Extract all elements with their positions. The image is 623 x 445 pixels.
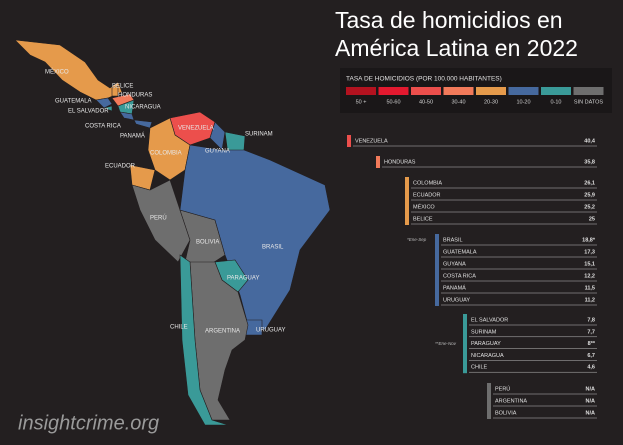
map-label: BELICE — [112, 84, 133, 90]
legend-title: TASA DE HOMICIDIOS (POR 100.000 HABITANT… — [346, 76, 502, 83]
legend-label: SIN DATOS — [574, 99, 603, 105]
legend-label: 0-10 — [550, 99, 561, 105]
legend-label: 10-20 — [516, 99, 530, 105]
country: EL SALVADOR — [471, 317, 508, 323]
map-label: GUYANA — [205, 149, 230, 155]
map-label: MÉXICO — [45, 69, 69, 76]
footnote: *Ene-Sep — [407, 237, 427, 242]
map-label: PERÚ — [150, 215, 167, 222]
value: 26,1 — [584, 180, 595, 186]
value: 35,8 — [584, 159, 595, 165]
legend-label: 50 + — [356, 99, 367, 105]
value: 11,5 — [585, 285, 595, 291]
map-label: ARGENTINA — [205, 329, 240, 335]
group-bar — [347, 135, 351, 147]
map-label: PARAGUAY — [227, 276, 259, 282]
chile — [179, 254, 229, 426]
brazil — [179, 144, 331, 331]
group-bar — [376, 156, 380, 168]
map — [14, 39, 331, 426]
value: 7,7 — [587, 329, 595, 335]
value: 15,1 — [584, 261, 595, 267]
legend-swatch — [573, 87, 604, 95]
map-label: URUGUAY — [256, 328, 286, 334]
el-salvador — [102, 105, 113, 112]
legend-label: 50-60 — [386, 99, 400, 105]
country: ARGENTINA — [495, 398, 527, 404]
legend-swatch — [476, 87, 506, 95]
value: 4,6 — [587, 365, 595, 371]
value: 11,2 — [585, 297, 595, 303]
map-label: HONDURAS — [118, 93, 152, 99]
country: VENEZUELA — [355, 138, 388, 144]
map-label: ECUADOR — [105, 164, 136, 170]
value: N/A — [586, 398, 596, 404]
map-label: BRASIL — [262, 245, 284, 251]
guatemala — [95, 97, 113, 109]
map-label: GUATEMALA — [55, 99, 92, 105]
value: 17,3 — [584, 249, 595, 255]
country: CHILE — [471, 365, 488, 371]
group-bar — [463, 314, 467, 374]
value: 25,9 — [584, 192, 595, 198]
legend-swatch — [411, 87, 441, 95]
country: BOLIVIA — [495, 410, 517, 416]
country: NICARAGUA — [471, 353, 504, 359]
value: 25 — [589, 216, 595, 222]
country: URUGUAY — [443, 297, 470, 303]
country: MÉXICO — [413, 203, 435, 210]
legend-label: 20-30 — [484, 99, 498, 105]
map-label: PANAMÁ — [120, 133, 145, 140]
group-bar — [405, 177, 409, 225]
map-label: NICARAGUA — [125, 105, 161, 111]
legend-swatch — [378, 87, 409, 95]
country: ECUADOR — [413, 192, 441, 198]
value: N/A — [586, 386, 596, 392]
map-label: EL SALVADOR — [68, 109, 109, 115]
map-label: COSTA RICA — [85, 124, 121, 130]
country: PARAGUAY — [471, 341, 501, 347]
group-bar — [487, 383, 491, 419]
legend-swatch — [346, 87, 376, 95]
footnote: **Ene-Nov — [435, 341, 457, 346]
country: BRASIL — [443, 237, 463, 243]
title: América Latina en 2022 — [335, 35, 578, 61]
value: 18,8* — [582, 237, 596, 243]
map-label: BOLIVIA — [196, 240, 219, 246]
country: BELICE — [413, 216, 433, 222]
country: PANAMÁ — [443, 284, 466, 291]
value: 6,7 — [587, 353, 595, 359]
country: GUYANA — [443, 261, 466, 267]
watermark: insightcrime.org — [18, 412, 159, 434]
country: SURINAM — [471, 329, 497, 335]
value: 7,8 — [587, 317, 595, 323]
belize — [111, 85, 119, 97]
legend-label: 30-40 — [451, 99, 465, 105]
legend-swatch — [443, 87, 474, 95]
legend-label: 40-50 — [419, 99, 433, 105]
map-label: SURINAM — [245, 132, 273, 138]
value: 40,4 — [584, 138, 596, 144]
country: PERÚ — [495, 385, 510, 392]
map-label: VENEZUELA — [178, 126, 214, 132]
value: 8** — [588, 341, 596, 347]
group-bar — [435, 234, 439, 306]
map-label: CHILE — [170, 325, 188, 331]
value: N/A — [586, 410, 596, 416]
value: 25,2 — [584, 204, 595, 210]
country: COLOMBIA — [413, 180, 442, 186]
value: 12,2 — [584, 273, 595, 279]
country: HONDURAS — [384, 159, 416, 165]
legend-swatch — [541, 87, 571, 95]
legend-swatch — [508, 87, 539, 95]
map-label: COLOMBIA — [150, 151, 182, 157]
country: COSTA RICA — [443, 273, 476, 279]
country: GUATEMALA — [443, 249, 477, 255]
title: Tasa de homicidios en — [335, 7, 563, 33]
